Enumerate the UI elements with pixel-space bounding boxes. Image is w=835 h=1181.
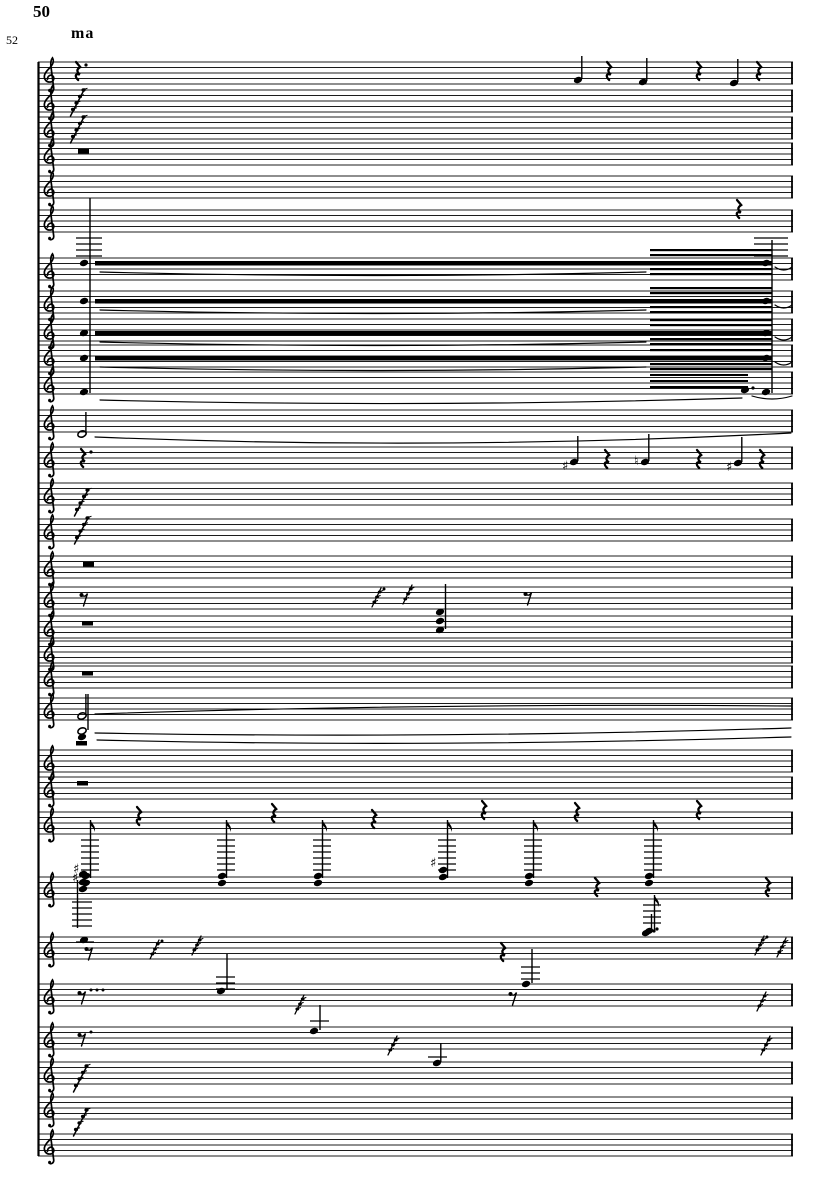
svg-text:♯: ♯ (562, 459, 568, 474)
measure-number: 52 (6, 33, 18, 47)
svg-text:♯: ♯ (72, 871, 78, 886)
svg-text:♯: ♯ (430, 856, 436, 871)
rehearsal-number: 50 (33, 2, 50, 21)
svg-text:♯: ♯ (726, 460, 732, 475)
svg-text:♯: ♯ (73, 862, 79, 877)
lyric-text: ma (71, 25, 95, 42)
svg-text:♮: ♮ (634, 454, 639, 469)
